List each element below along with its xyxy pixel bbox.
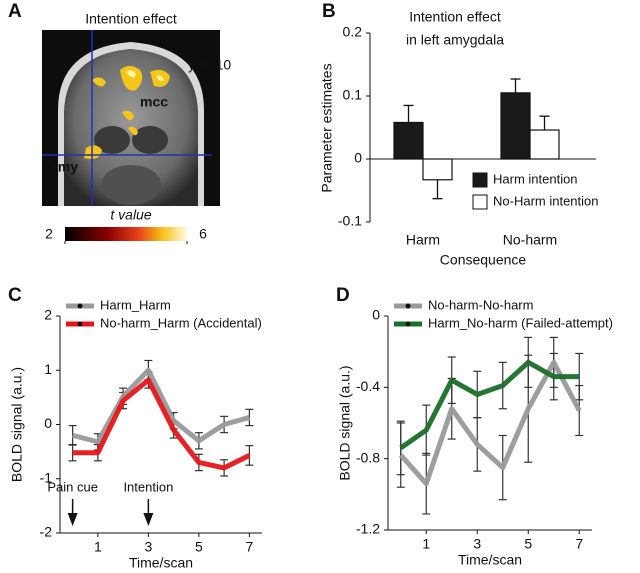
legend-swatch [472, 172, 488, 188]
y-tick-label: 0.2 [343, 24, 363, 40]
y-tick-label: 0 [372, 307, 380, 323]
series-line [398, 359, 582, 487]
legend-marker [405, 321, 411, 327]
colorbar [65, 227, 187, 241]
x-tick-label: Harm [406, 232, 440, 248]
series-line [72, 377, 251, 471]
x-tick-label: 5 [195, 539, 203, 555]
x-axis-label: Time/scan [458, 552, 522, 568]
y-tick-label: 0.1 [343, 87, 363, 103]
legend-swatch [472, 194, 488, 210]
x-tick-label: 7 [245, 539, 253, 555]
brain-image [42, 30, 220, 206]
annotation-arrowhead [67, 513, 78, 526]
annotation: Intention [123, 479, 173, 494]
colorbar-label: t value [110, 207, 151, 223]
y-tick-label: -0.1 [338, 213, 362, 229]
panel-label: C [8, 285, 22, 306]
legend-label: No-harm_Harm (Accidental) [100, 315, 262, 330]
series-line [399, 359, 580, 451]
legend-marker [405, 303, 411, 309]
y-axis-label: Parameter estimates [319, 63, 335, 192]
annotation: Pain cue [47, 479, 98, 494]
bar [422, 158, 453, 181]
y-tick-label: -1 [40, 469, 53, 485]
legend-label: Harm intention [493, 171, 578, 186]
x-tick-label: 1 [422, 536, 430, 552]
y-tick-label: -1.2 [356, 521, 380, 537]
bar [500, 92, 531, 160]
legend-label: Harm_Harm [100, 297, 171, 312]
x-tick-label: 5 [524, 536, 532, 552]
annotation: mcc [140, 94, 168, 110]
colorbar-tick-label: 2 [45, 226, 53, 242]
y-tick-label: -2 [40, 524, 53, 540]
annotation: amy [50, 159, 78, 175]
x-tick-label: 7 [575, 536, 583, 552]
x-tick-label: 1 [94, 539, 102, 555]
x-axis-label: Time/scan [129, 555, 193, 571]
chart-title: Intention effect [409, 9, 501, 25]
x-tick-label: 3 [473, 536, 481, 552]
panel-title: Intention effect [85, 11, 177, 27]
panel-label: D [336, 285, 350, 306]
legend-label: No-Harm intention [493, 193, 599, 208]
legend-label: No-harm-No-harm [428, 297, 533, 312]
legend-marker [77, 321, 83, 327]
annotation-arrowhead [143, 513, 154, 526]
bar [529, 129, 560, 160]
legend-marker [77, 303, 83, 309]
panel-label: A [8, 1, 22, 22]
x-tick-label: No-harm [503, 232, 557, 248]
y-axis-label: BOLD signal (a.u.) [9, 367, 25, 482]
y-tick-label: 2 [44, 307, 52, 323]
x-tick-label: 3 [144, 539, 152, 555]
colorbar-tick-label: 6 [199, 226, 207, 242]
y-tick-label: -0.8 [356, 449, 380, 465]
panel-label: B [322, 1, 336, 22]
y-tick-label: 1 [44, 361, 52, 377]
x-axis-label: Consequence [440, 252, 527, 268]
bar [393, 121, 424, 160]
series-line [72, 367, 251, 445]
legend-label: Harm_No-harm (Failed-attempt) [428, 315, 613, 330]
y-tick-label: 0 [354, 150, 362, 166]
y-axis-label: BOLD signal (a.u.) [337, 365, 353, 480]
chart-title: in left amygdala [406, 32, 504, 48]
annotation: y = -10 [188, 57, 231, 73]
y-tick-label: 0 [44, 415, 52, 431]
y-tick-label: -0.4 [356, 378, 380, 394]
